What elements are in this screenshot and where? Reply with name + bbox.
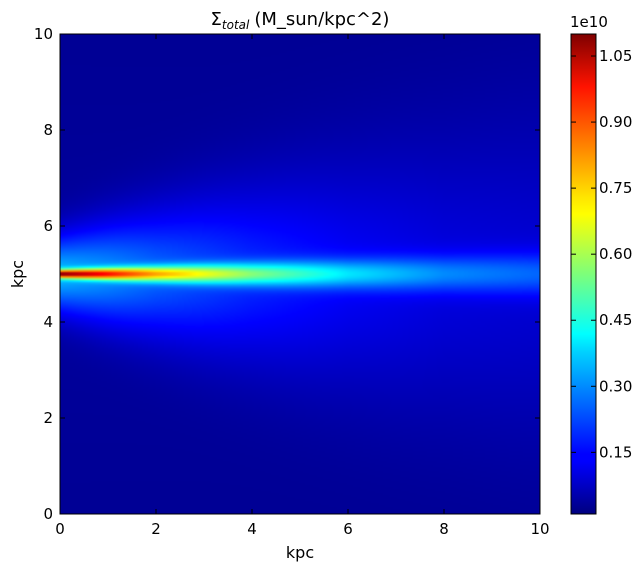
colorbar-tick-label: 0.15: [599, 443, 632, 461]
colorbar-tick-label: 0.45: [599, 311, 632, 329]
y-tick-label: 0: [43, 505, 53, 523]
colorbar-ticks: 0.15 0.30 0.45 0.60 0.75 0.90 1.05: [571, 47, 632, 461]
title-text: (M_sun/kpc^2): [254, 9, 389, 30]
y-tick-label: 10: [34, 25, 53, 43]
colorbar-tick-label: 0.30: [599, 377, 632, 395]
title-subscript: total: [222, 18, 250, 32]
colorbar-fill: [571, 34, 596, 514]
x-tick-label: 10: [530, 520, 549, 538]
y-axis-label: kpc: [8, 260, 27, 288]
heatmap: [60, 34, 540, 514]
y-tick-label: 4: [43, 313, 53, 331]
colorbar-frame: [570, 33, 597, 515]
x-tick-label: 6: [343, 520, 353, 538]
y-axis: 0 2 4 6 8 10: [34, 25, 540, 523]
x-tick-label: 2: [151, 520, 161, 538]
colorbar-tick-label: 0.75: [599, 179, 632, 197]
plot-frame: [59, 33, 541, 515]
colorbar: 0.15 0.30 0.45 0.60 0.75 0.90 1.05 1e10: [570, 13, 632, 515]
colorbar-multiplier: 1e10: [570, 13, 608, 31]
y-tick-label: 2: [43, 409, 53, 427]
x-axis: 0 2 4 6 8 10: [55, 34, 550, 538]
x-axis-label: kpc: [286, 543, 314, 562]
x-tick-label: 4: [247, 520, 257, 538]
heatmap-image: [60, 34, 540, 514]
colorbar-tick-label: 0.60: [599, 245, 632, 263]
colorbar-tick-label: 1.05: [599, 47, 632, 65]
chart-title: Σtotal (M_sun/kpc^2): [211, 9, 390, 32]
y-tick-label: 8: [43, 121, 53, 139]
y-tick-label: 6: [43, 217, 53, 235]
title-symbol: Σ: [211, 9, 222, 30]
x-tick-label: 8: [439, 520, 449, 538]
colorbar-tick-label: 0.90: [599, 113, 632, 131]
x-tick-label: 0: [55, 520, 65, 538]
